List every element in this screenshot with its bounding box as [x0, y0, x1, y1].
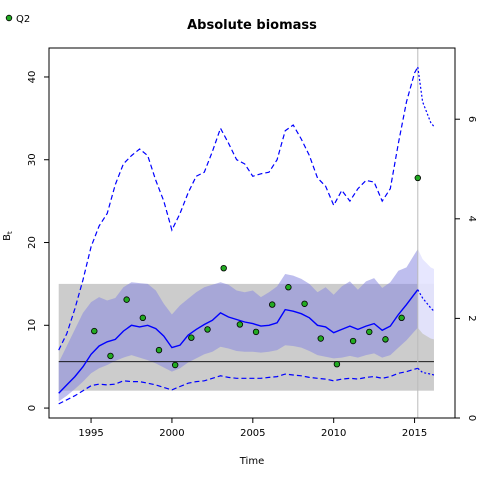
- y-tick-label: 10: [27, 319, 38, 332]
- upper-forecast-line: [417, 66, 435, 127]
- q2-point: [188, 334, 195, 341]
- y-axis-label-main: B: [2, 234, 13, 241]
- q2-point: [349, 337, 357, 345]
- q2-point: [269, 301, 276, 308]
- right-y-tick-label: 0: [466, 415, 477, 421]
- forecast-band: [417, 249, 434, 340]
- legend: Q2: [5, 14, 30, 25]
- q2-point: [366, 328, 373, 336]
- lower-dashed-line: [58, 367, 418, 405]
- q2-point: [171, 361, 179, 369]
- y-tick-label: 0: [27, 405, 38, 411]
- q2-point: [301, 300, 308, 307]
- q2-point: [155, 346, 163, 354]
- q2-point: [107, 352, 114, 360]
- x-tick-label: 2010: [321, 428, 346, 439]
- x-axis-label: Time: [239, 456, 264, 467]
- q2-point: [285, 284, 292, 291]
- q2-point: [414, 174, 421, 182]
- q2-point: [382, 336, 389, 343]
- q2-point: [139, 314, 147, 322]
- x-tick-label: 2015: [402, 428, 427, 439]
- y-axis-label-subscript: t: [6, 231, 14, 234]
- estimate-line: [58, 289, 419, 394]
- x-tick-label: 2005: [240, 428, 265, 439]
- y-tick-label: 30: [27, 153, 38, 166]
- chart-title: Absolute biomass: [187, 18, 317, 33]
- right-y-tick-label: 4: [466, 216, 477, 222]
- y-axis-label: Bt: [2, 231, 14, 241]
- upper-dashed-line: [58, 66, 419, 351]
- estimate-forecast-line: [417, 289, 435, 312]
- legend-label-q2: Q2: [16, 14, 30, 25]
- q2-point: [123, 296, 130, 303]
- y-tick-label: 20: [27, 236, 38, 249]
- q2-point: [333, 360, 341, 368]
- plot-frame: [48, 47, 456, 419]
- q2-point: [220, 264, 227, 272]
- y-tick-label: 40: [27, 71, 38, 84]
- q2-point: [252, 328, 260, 336]
- q2-point: [317, 335, 324, 342]
- right-y-tick-label: 2: [466, 315, 477, 321]
- legend-marker-q2: [5, 14, 13, 22]
- q2-point: [236, 321, 244, 328]
- q2-point: [91, 327, 98, 335]
- q2-point: [204, 326, 211, 333]
- x-tick-label: 1995: [78, 428, 103, 439]
- x-tick-label: 2000: [159, 428, 184, 439]
- lower-forecast-line: [417, 367, 435, 376]
- right-y-tick-label: 6: [466, 116, 477, 122]
- q2-point: [398, 314, 405, 322]
